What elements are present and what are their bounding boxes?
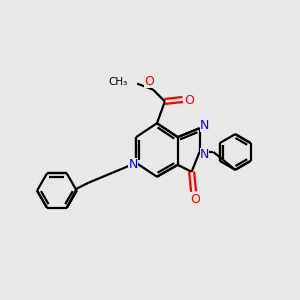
Text: O: O [185,94,195,107]
Text: N: N [200,148,209,161]
Text: O: O [144,75,154,88]
Text: N: N [200,119,209,132]
Text: O: O [190,193,200,206]
Text: N: N [128,158,138,171]
Text: CH₃: CH₃ [108,76,127,87]
